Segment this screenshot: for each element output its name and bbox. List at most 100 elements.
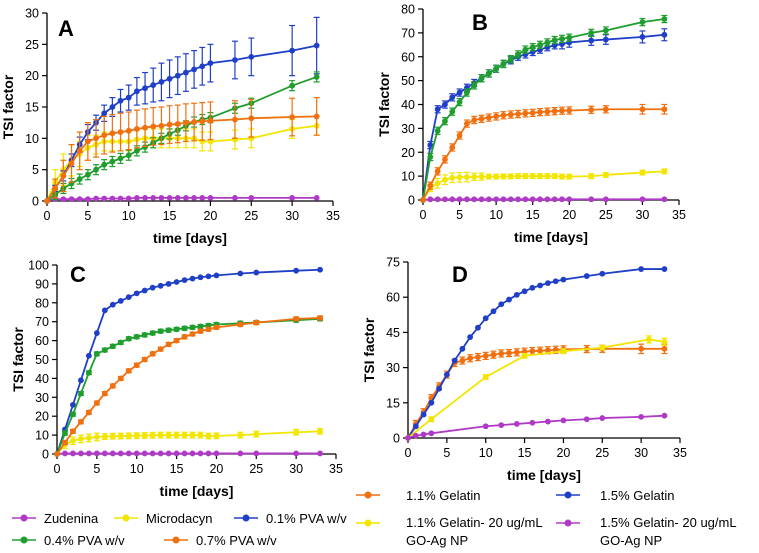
data-point — [515, 51, 521, 58]
legend-swatch-marker — [122, 514, 130, 522]
legend-label-line2: GO-Ag NP — [600, 533, 662, 548]
data-point — [560, 417, 567, 424]
data-point — [638, 266, 645, 272]
data-point — [197, 323, 204, 330]
data-point — [165, 341, 172, 348]
data-point — [427, 142, 434, 148]
data-point — [566, 196, 573, 203]
data-point — [449, 94, 456, 101]
y-tick-label: 15 — [25, 101, 39, 115]
data-point — [189, 275, 196, 282]
data-point — [78, 418, 84, 425]
data-point — [529, 419, 536, 426]
data-point — [313, 74, 320, 80]
data-point — [141, 287, 148, 294]
data-point — [117, 339, 124, 346]
data-point — [189, 450, 196, 457]
data-point — [490, 351, 497, 358]
data-point — [125, 94, 132, 101]
data-point — [661, 412, 668, 419]
series-zudenina — [420, 196, 668, 203]
panel-label: A — [58, 16, 74, 41]
data-point — [493, 173, 500, 180]
data-point — [506, 350, 512, 356]
data-point — [498, 301, 505, 308]
x-tick-label: 35 — [326, 209, 340, 223]
data-point — [529, 173, 536, 180]
data-point — [293, 267, 300, 274]
data-point — [544, 39, 551, 46]
data-point — [588, 173, 595, 180]
data-point — [482, 374, 489, 380]
data-point — [85, 352, 92, 359]
data-point — [478, 115, 485, 122]
y-tick-label: 20 — [35, 410, 49, 424]
data-point — [513, 349, 520, 356]
data-point — [313, 113, 320, 120]
panel-d-chart: 0 5 10 15 20 25 30 35 0 15 30 45 60 75 time [days] TSI … — [361, 256, 687, 484]
data-point — [125, 335, 132, 342]
data-point — [599, 344, 606, 351]
legend-label: 0.4% PVA w/v — [44, 533, 125, 548]
legend-swatch-marker — [364, 519, 372, 527]
data-point — [661, 168, 668, 175]
data-point — [232, 116, 238, 123]
x-tick-label: 20 — [562, 208, 576, 222]
data-point — [456, 132, 463, 139]
data-point — [521, 288, 528, 295]
data-point — [420, 431, 427, 438]
y-tick-label: 80 — [35, 296, 49, 310]
data-point — [475, 324, 481, 331]
data-point — [515, 111, 521, 117]
legend-label: 1.5% Gelatin — [600, 488, 674, 503]
data-point — [183, 119, 189, 126]
data-point — [544, 108, 551, 115]
data-point — [602, 106, 609, 113]
data-point — [125, 195, 132, 202]
data-point — [109, 158, 116, 165]
data-point — [189, 432, 196, 438]
data-point — [544, 418, 551, 425]
data-point — [237, 270, 244, 277]
data-point — [109, 301, 116, 308]
data-point — [197, 432, 204, 438]
data-point — [237, 432, 244, 438]
x-tick-label: 25 — [595, 446, 609, 460]
data-point — [253, 319, 260, 326]
data-point — [475, 354, 481, 360]
data-point — [293, 315, 300, 322]
data-point — [141, 450, 148, 457]
data-point — [317, 315, 323, 321]
data-point — [498, 422, 505, 428]
x-tick-label: 5 — [443, 446, 450, 460]
y-tick-label: 80 — [401, 3, 415, 17]
data-point — [78, 377, 84, 384]
data-point — [117, 97, 124, 104]
data-point — [84, 196, 91, 203]
series-line — [407, 414, 665, 439]
data-point — [207, 194, 214, 201]
data-point — [248, 53, 255, 60]
data-point — [133, 147, 140, 154]
data-point — [157, 450, 164, 457]
data-point — [101, 161, 108, 168]
y-tick-label: 15 — [386, 396, 400, 410]
x-axis-label: time [days] — [160, 483, 234, 499]
data-point — [459, 357, 466, 364]
data-point — [463, 196, 470, 203]
data-point — [638, 413, 645, 420]
data-point — [109, 130, 116, 137]
data-point — [500, 173, 507, 180]
data-point — [661, 16, 668, 22]
x-axis-label: time [days] — [507, 467, 581, 483]
data-point — [544, 280, 551, 287]
data-point — [583, 273, 590, 279]
data-point — [661, 345, 668, 352]
data-point — [515, 173, 521, 180]
data-point — [537, 282, 544, 289]
data-point — [237, 321, 244, 328]
data-point — [174, 72, 181, 79]
series-zudenina — [54, 450, 323, 457]
y-tick-label: 60 — [35, 334, 49, 348]
data-point — [78, 450, 84, 457]
